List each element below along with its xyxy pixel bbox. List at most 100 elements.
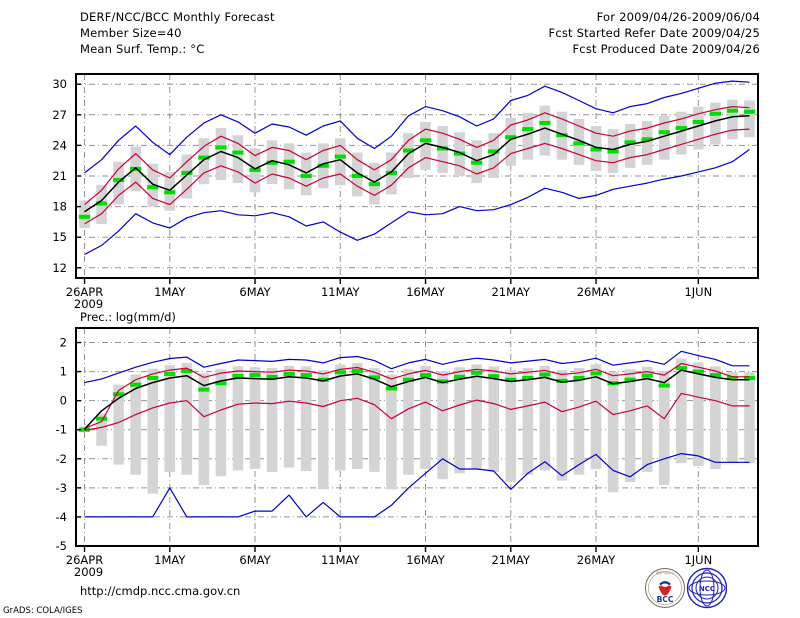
series-line-minimum-blue-lower <box>84 149 750 256</box>
spread-bar <box>744 100 755 138</box>
median-mark <box>95 201 108 206</box>
spread-bar <box>232 366 244 471</box>
spread-bars <box>79 99 755 229</box>
bcc-logo: BCC 国家气候中心 <box>645 568 685 608</box>
spread-bar <box>539 365 551 471</box>
median-mark <box>283 371 295 376</box>
y-tick-label: -5 <box>56 539 67 553</box>
median-mark <box>471 160 483 165</box>
spread-bar <box>79 200 90 229</box>
spread-bar <box>130 374 141 475</box>
header-title: DERF/NCC/BCC Monthly Forecast <box>80 10 275 24</box>
spread-bar <box>727 99 738 140</box>
median-mark <box>130 382 142 387</box>
median-mark <box>334 154 346 159</box>
median-mark <box>641 373 653 378</box>
median-mark <box>198 155 210 160</box>
spread-bar <box>147 163 159 207</box>
median-mark <box>351 369 363 374</box>
spread-bar <box>675 358 687 464</box>
spread-bar <box>522 112 534 160</box>
website-url[interactable]: http://cmdp.ncc.cma.gov.cn <box>80 584 241 598</box>
median-mark <box>641 137 653 142</box>
x-tick-label: 1JUN <box>684 285 712 299</box>
median-mark <box>266 374 278 379</box>
x-tick-label: 16MAY <box>406 285 446 299</box>
median-mark <box>624 377 636 382</box>
median-mark <box>249 167 261 172</box>
median-mark <box>317 163 329 168</box>
median-mark <box>164 371 176 376</box>
precip-panel-title: Prec.: log(mm/d) <box>80 310 176 324</box>
median-mark <box>453 374 466 379</box>
spread-bar <box>454 367 465 474</box>
median-mark <box>539 120 551 125</box>
median-mark <box>385 170 398 175</box>
spread-bar <box>317 370 329 490</box>
spread-bar <box>266 368 278 472</box>
median-mark <box>436 379 449 384</box>
median-mark <box>692 369 704 374</box>
median-mark <box>522 375 534 380</box>
svg-text:NCC: NCC <box>699 585 715 593</box>
spread-bar <box>300 152 312 196</box>
series-line-25th-percentile-red-lower <box>84 128 750 225</box>
series-line-25th-percentile-red-lower <box>84 392 750 431</box>
spread-bar <box>249 367 261 469</box>
median-mark <box>215 145 227 150</box>
median-mark <box>181 170 193 175</box>
spread-bar <box>96 413 107 446</box>
median-mark <box>181 369 193 374</box>
x-tick-label: 6MAY <box>239 553 271 567</box>
x-tick-label: 6MAY <box>239 285 271 299</box>
spread-bar <box>539 105 551 156</box>
median-mark <box>488 374 500 379</box>
plot-frame <box>75 327 759 547</box>
spread-bar <box>113 384 124 465</box>
median-mark <box>198 387 210 392</box>
series-line-ensemble-mean-black <box>83 369 750 430</box>
spread-bar <box>590 364 602 469</box>
spread-bar <box>488 133 500 179</box>
spread-bar <box>352 362 363 469</box>
spread-bar <box>607 371 619 493</box>
y-tick-label: 30 <box>52 77 67 91</box>
spread-bar <box>181 362 193 475</box>
median-mark <box>573 141 585 146</box>
spread-bar <box>232 135 244 184</box>
spread-bar <box>198 373 210 485</box>
agency-logos: BCC 国家气候中心 NCC <box>645 567 727 609</box>
median-mark <box>402 148 415 153</box>
spread-bar <box>573 368 585 475</box>
median-mark <box>112 392 125 397</box>
spread-bar <box>556 370 568 481</box>
median-marks <box>78 108 756 219</box>
x-tick-label: 26MAY <box>577 285 617 299</box>
median-mark <box>368 182 381 187</box>
svg-text:国家气候中心: 国家气候中心 <box>656 570 674 575</box>
median-mark <box>453 151 466 156</box>
svg-text:BCC: BCC <box>657 595 674 604</box>
y-tick-label: -2 <box>56 452 67 466</box>
median-mark <box>334 370 346 375</box>
median-mark <box>249 373 261 378</box>
median-mark <box>505 377 517 382</box>
spread-bar <box>624 123 636 168</box>
spread-bar <box>147 368 159 494</box>
median-mark <box>607 149 619 154</box>
median-mark <box>743 109 756 114</box>
spread-bars <box>79 358 755 494</box>
median-mark <box>232 150 244 155</box>
y-tick-label: 2 <box>60 336 67 350</box>
spread-bar <box>710 102 721 145</box>
header-member-size: Member Size=40 <box>80 26 182 40</box>
x-tick-label: 16MAY <box>406 553 446 567</box>
series-line-ensemble-mean-black <box>84 115 750 213</box>
spread-bar <box>215 369 227 477</box>
series-line-minimum-blue-lower <box>84 453 750 518</box>
spread-bar <box>283 365 295 468</box>
median-mark <box>300 373 312 378</box>
